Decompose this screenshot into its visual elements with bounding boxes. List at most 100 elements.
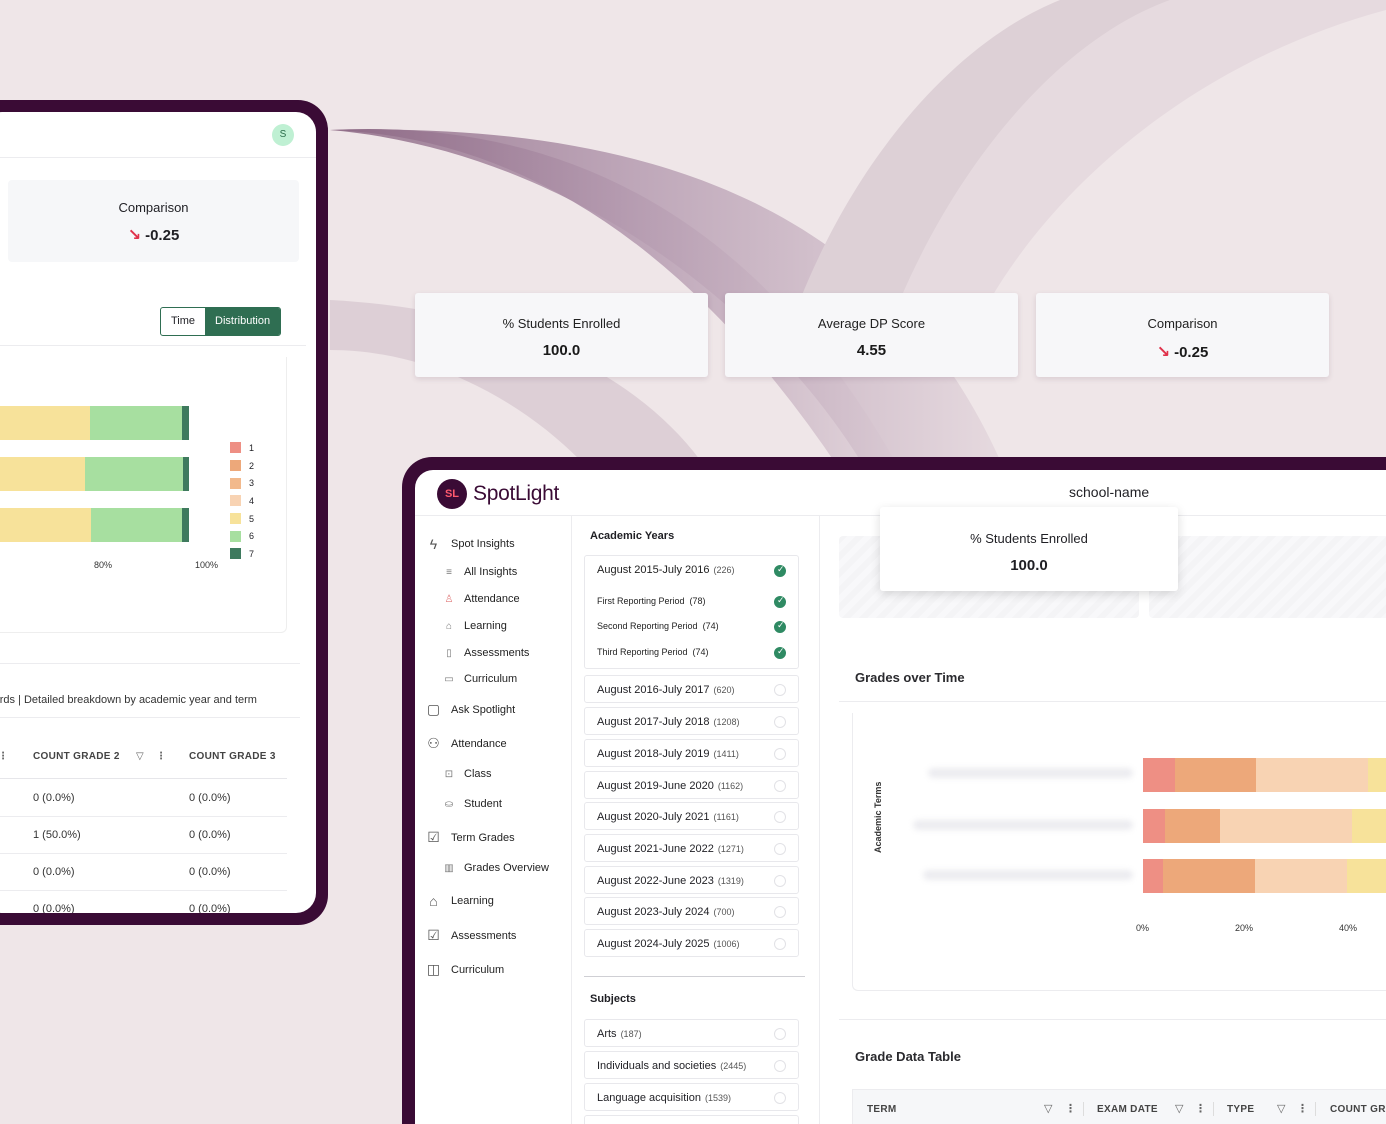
legend-item: 7	[230, 545, 254, 563]
column-menu-icon[interactable]: ⋮	[0, 751, 9, 762]
radio-button[interactable]	[774, 811, 786, 823]
nav-all-insights[interactable]: ≡ All Insights	[443, 566, 517, 578]
stat-card-students-enrolled: % Students Enrolled 100.0	[880, 507, 1178, 591]
toggle-distribution-button[interactable]: Distribution	[205, 308, 281, 335]
subject-option[interactable]: Language acquisition (1539)	[584, 1083, 799, 1111]
grades-over-time-chart: Academic Terms 0% 20% 40%	[852, 713, 1386, 991]
check-icon[interactable]	[774, 595, 786, 608]
subject-option[interactable]	[584, 1115, 799, 1124]
radio-button[interactable]	[774, 684, 786, 696]
comparison-card: Comparison ↘ -0.25	[8, 180, 299, 262]
year-count: (1161)	[713, 812, 739, 822]
view-toggle: Time Distribution	[160, 307, 282, 336]
period-option[interactable]: Third Reporting Period (74)	[597, 647, 709, 657]
period-option[interactable]: Second Reporting Period (74)	[597, 621, 719, 631]
avatar[interactable]: S	[272, 124, 294, 146]
nav-label: Ask Spotlight	[451, 703, 516, 716]
year-option[interactable]: August 2022-June 2023 (1319)	[584, 866, 799, 894]
filter-icon[interactable]: ▽	[136, 751, 144, 762]
filter-icon[interactable]: ▽	[1175, 1103, 1184, 1115]
subject-option[interactable]: Individuals and societies (2445)	[584, 1051, 799, 1079]
clipboard-icon: ▯	[446, 647, 452, 659]
year-option[interactable]: August 2021-June 2022 (1271)	[584, 834, 799, 862]
year-option[interactable]: August 2017-July 2018 (1208)	[584, 707, 799, 735]
year-option[interactable]: August 2018-July 2019 (1411)	[584, 739, 799, 767]
year-option[interactable]: August 2015-July 2016 (226)	[597, 564, 735, 576]
check-icon[interactable]	[774, 620, 786, 633]
nav-student[interactable]: ⛀ Student	[443, 798, 502, 810]
year-option[interactable]: August 2020-July 2021 (1161)	[584, 802, 799, 830]
period-label: Second Reporting Period	[597, 621, 698, 631]
legend-label: 5	[249, 513, 255, 524]
year-option[interactable]: August 2024-July 2025 (1006)	[584, 929, 799, 957]
check-icon[interactable]	[774, 564, 786, 577]
term-label	[923, 870, 1133, 880]
radio-button[interactable]	[774, 938, 786, 950]
subject-option[interactable]: Arts (187)	[584, 1019, 799, 1047]
radio-button[interactable]	[774, 1028, 786, 1040]
table-cell: 0 (0.0%)	[189, 903, 231, 913]
column-header-count-grade[interactable]: COUNT GRA	[1330, 1104, 1386, 1115]
tablet-main-screen: SL SpotLight school-name ϟ Spot Insights …	[415, 470, 1386, 1124]
nav-curriculum[interactable]: ◫ Curriculum	[425, 961, 504, 978]
year-option[interactable]: August 2023-July 2024 (700)	[584, 897, 799, 925]
column-menu-icon[interactable]: ⋮	[1065, 1103, 1077, 1115]
nav-label: Curriculum	[451, 963, 505, 976]
column-menu-icon[interactable]: ⋮	[156, 751, 167, 762]
table-cell: 0 (0.0%)	[33, 792, 75, 804]
radio-button[interactable]	[774, 875, 786, 887]
legend-item: 3	[230, 474, 254, 492]
comparison-value: -0.25	[145, 227, 180, 244]
nav-attendance[interactable]: ⚇ Attendance	[425, 735, 506, 752]
nav-term-grades[interactable]: ☑ Term Grades	[425, 829, 514, 846]
period-option[interactable]: First Reporting Period (78)	[597, 596, 706, 606]
trend-down-icon: ↘	[127, 227, 142, 244]
selected-year-group: August 2015-July 2016(226) First Reporti…	[584, 555, 799, 669]
column-header[interactable]: COUNT GRADE 3	[189, 751, 276, 762]
year-label: August 2023-July 2024	[597, 906, 710, 918]
nav-assessments[interactable]: ☑ Assessments	[425, 927, 516, 944]
check-icon[interactable]	[774, 646, 786, 659]
column-header-exam-date[interactable]: EXAM DATE	[1097, 1104, 1158, 1115]
column-header[interactable]: COUNT GRADE 2	[33, 751, 120, 762]
toggle-time-button[interactable]: Time	[171, 315, 196, 327]
radio-button[interactable]	[774, 780, 786, 792]
radio-button[interactable]	[774, 1092, 786, 1104]
nav-curriculum-insights[interactable]: ▭ Curriculum	[443, 673, 517, 685]
year-option[interactable]: August 2019-June 2020 (1162)	[584, 771, 799, 799]
nav-learning[interactable]: ⌂ Learning	[425, 893, 494, 909]
radio-button[interactable]	[774, 843, 786, 855]
nav-spot-insights[interactable]: ϟ Spot Insights	[425, 536, 515, 552]
clipboard-check-icon: ☑	[427, 829, 440, 845]
year-label: August 2021-June 2022	[597, 843, 714, 855]
brand[interactable]: SL SpotLight	[437, 479, 559, 509]
nav-ask-spotlight[interactable]: ▢ Ask Spotlight	[425, 701, 515, 718]
lightning-icon: ϟ	[429, 536, 438, 552]
radio-button[interactable]	[774, 1060, 786, 1072]
column-menu-icon[interactable]: ⋮	[1297, 1103, 1309, 1115]
nav-learning-insights[interactable]: ⌂ Learning	[443, 620, 507, 632]
radio-button[interactable]	[774, 716, 786, 728]
radio-button[interactable]	[774, 748, 786, 760]
stat-value: -0.25	[1174, 344, 1209, 361]
year-count: (1319)	[717, 876, 744, 886]
filter-icon[interactable]: ▽	[1277, 1103, 1286, 1115]
nav-class[interactable]: ⊡ Class	[443, 768, 492, 780]
school-name[interactable]: school-name	[1069, 484, 1150, 500]
year-label: August 2019-June 2020	[597, 780, 714, 792]
column-header-type[interactable]: TYPE	[1227, 1104, 1255, 1115]
column-header-term[interactable]: TERM	[867, 1104, 897, 1115]
subjects-title: Subjects	[590, 993, 636, 1005]
radio-button[interactable]	[774, 906, 786, 918]
nav-grades-overview[interactable]: ▥ Grades Overview	[443, 862, 549, 874]
table-header: ⋮ COUNT GRADE 2 ▽ ⋮ COUNT GRADE 3	[0, 739, 287, 779]
nav-assessments-insights[interactable]: ▯ Assessments	[443, 647, 529, 659]
nav-attendance-insights[interactable]: ♙ Attendance	[443, 593, 520, 605]
year-label: August 2020-July 2021	[597, 811, 710, 823]
grades-over-time-title: Grades over Time	[855, 670, 965, 685]
bar-chart-icon: ▥	[444, 862, 454, 874]
column-menu-icon[interactable]: ⋮	[1195, 1103, 1207, 1115]
stat-card-students-enrolled: % Students Enrolled 100.0	[415, 293, 708, 377]
year-option[interactable]: August 2016-July 2017 (620)	[584, 675, 799, 703]
filter-icon[interactable]: ▽	[1044, 1103, 1053, 1115]
